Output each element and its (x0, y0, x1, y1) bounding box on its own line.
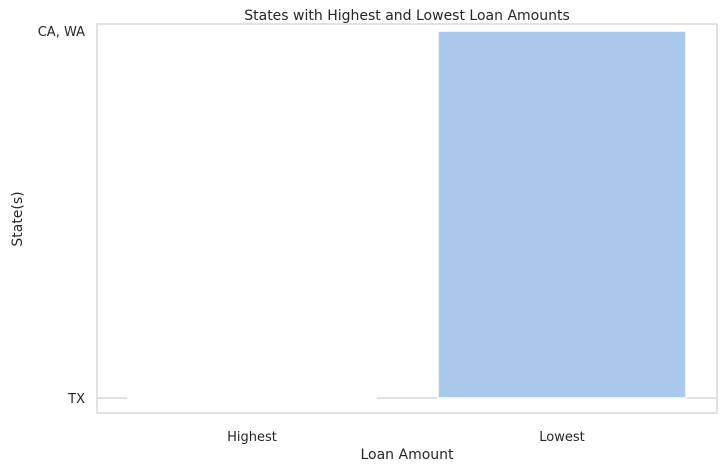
bar-lowest (437, 30, 687, 399)
ticks-layer: TX CA, WA Highest Lowest (38, 25, 585, 445)
x-tick-label: Highest (227, 430, 277, 445)
bars-layer (97, 30, 717, 400)
y-axis-label: State(s) (10, 191, 26, 246)
x-axis-label: Loan Amount (360, 447, 454, 463)
y-tick-label: TX (67, 392, 85, 407)
bar-highest (127, 397, 377, 400)
x-tick-label: Lowest (539, 430, 584, 445)
y-tick-label: CA, WA (38, 25, 85, 40)
chart-title: States with Highest and Lowest Loan Amou… (244, 8, 570, 24)
